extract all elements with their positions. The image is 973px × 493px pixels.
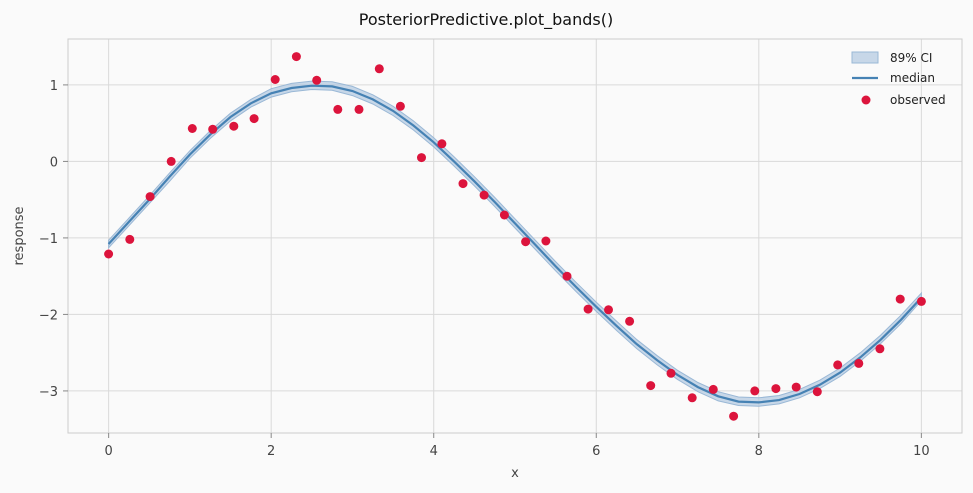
observed-point <box>312 75 322 85</box>
x-tick-label: 6 <box>592 444 600 459</box>
observed-point <box>166 156 176 166</box>
x-tick-label: 8 <box>755 444 763 459</box>
observed-point <box>708 384 718 394</box>
observed-point <box>291 52 301 62</box>
observed-point <box>229 121 239 131</box>
observed-point <box>479 190 489 200</box>
x-tick-label: 4 <box>430 444 438 459</box>
legend-median-label: median <box>890 71 935 85</box>
observed-point <box>249 114 259 124</box>
y-tick-label: −1 <box>39 232 58 247</box>
credible-band-layer <box>108 80 922 407</box>
x-axis-ticks: 0 2 4 6 8 10 <box>104 433 930 459</box>
chart-title: PosteriorPredictive.plot_bands() <box>359 10 613 30</box>
observed-points-layer <box>104 52 926 421</box>
observed-point <box>771 384 781 394</box>
observed-point <box>812 387 822 397</box>
y-axis-label: response <box>12 206 27 265</box>
plot-frame <box>67 38 963 434</box>
observed-point <box>729 411 739 421</box>
y-tick-label: −3 <box>39 385 58 400</box>
observed-point <box>687 393 697 403</box>
legend: 89% CI median observed <box>851 51 946 107</box>
observed-point <box>437 139 447 149</box>
observed-point <box>666 368 676 378</box>
legend-observed-swatch <box>861 95 871 105</box>
legend-band-label: 89% CI <box>890 51 932 65</box>
grid <box>68 39 962 433</box>
observed-point <box>354 104 364 114</box>
observed-point <box>333 104 343 114</box>
x-tick-label: 0 <box>104 444 112 459</box>
y-tick-label: 1 <box>50 79 58 94</box>
observed-point <box>374 64 384 74</box>
observed-point <box>145 192 155 202</box>
observed-point <box>125 234 135 244</box>
observed-point <box>583 304 593 314</box>
observed-point <box>625 316 635 326</box>
observed-point <box>208 124 218 134</box>
median-line <box>107 84 923 404</box>
observed-point <box>458 179 468 189</box>
y-tick-label: −2 <box>39 308 58 323</box>
observed-point <box>521 237 531 247</box>
observed-point <box>875 344 885 354</box>
observed-point <box>270 75 280 84</box>
median-line-layer <box>107 84 923 404</box>
observed-point <box>854 358 864 368</box>
observed-point <box>187 124 197 133</box>
observed-point <box>895 294 905 304</box>
observed-point <box>791 382 801 392</box>
observed-point <box>646 381 656 391</box>
observed-point <box>916 296 926 306</box>
observed-point <box>499 210 509 220</box>
credible-band <box>108 80 922 407</box>
y-tick-label: 0 <box>50 155 58 170</box>
observed-point <box>417 153 426 163</box>
observed-point <box>541 236 551 246</box>
observed-point <box>562 271 572 281</box>
y-axis-ticks: 1 0 −1 −2 −3 <box>39 79 68 400</box>
observed-point <box>604 305 613 315</box>
x-tick-label: 2 <box>267 444 275 459</box>
observed-point <box>104 249 114 259</box>
observed-point <box>833 360 843 370</box>
observed-point <box>395 101 405 111</box>
x-tick-label: 10 <box>913 444 930 459</box>
legend-band-swatch <box>851 51 879 64</box>
legend-observed-label: observed <box>890 93 946 107</box>
x-axis-label: x <box>511 466 519 481</box>
observed-point <box>750 386 760 396</box>
